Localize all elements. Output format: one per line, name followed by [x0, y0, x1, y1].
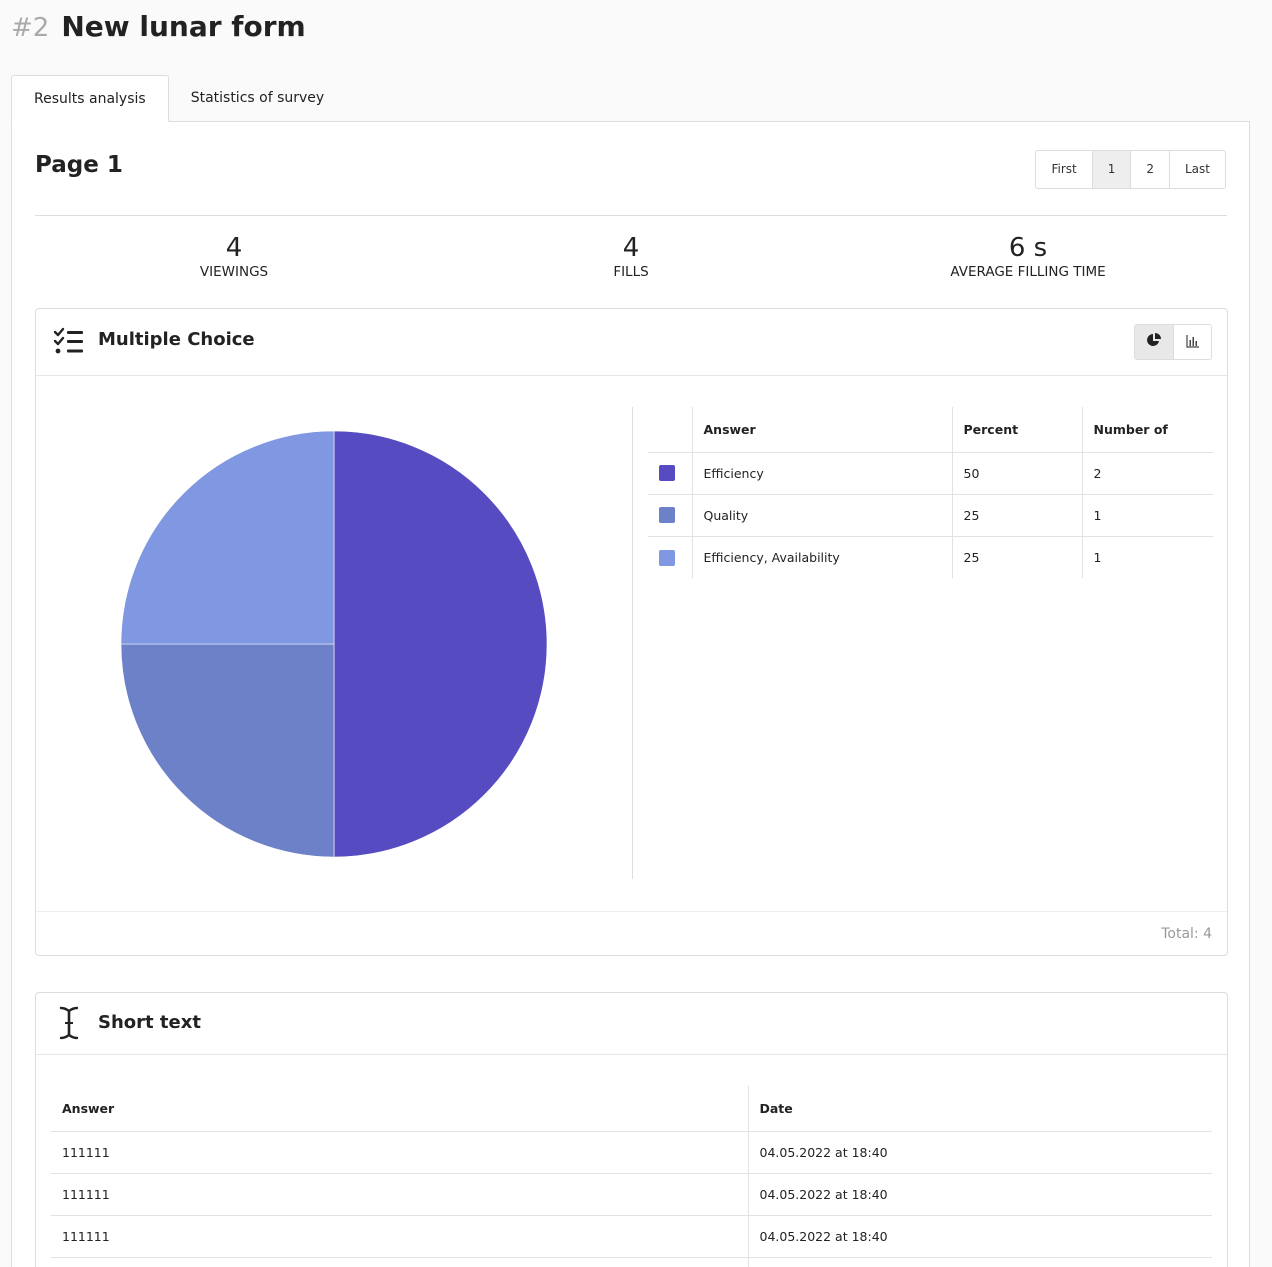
- table-row: Quality 25 1: [648, 493, 1213, 536]
- tab-results-analysis[interactable]: Results analysis: [11, 75, 169, 122]
- answer-cell: Quality: [691, 493, 952, 536]
- count-cell: 1: [1081, 535, 1213, 578]
- card-header: Short text: [36, 993, 1227, 1055]
- date-cell: 04.05.2022 at 18:40: [747, 1256, 1212, 1267]
- stat-average-filling-time: 6 s AVERAGE FILLING TIME: [878, 232, 1178, 280]
- answer-cell: Efficiency: [691, 451, 952, 494]
- table-header-row: Answer Date: [51, 1086, 1212, 1131]
- tab-statistics-of-survey[interactable]: Statistics of survey: [190, 90, 325, 106]
- column-header-percent: Percent: [951, 407, 1082, 452]
- page-title: Page 1: [35, 152, 123, 178]
- percent-cell: 25: [951, 493, 1082, 536]
- stat-viewings: 4 VIEWINGS: [84, 232, 384, 280]
- pie-chart-svg: [120, 430, 548, 858]
- stat-label: FILLS: [613, 264, 649, 280]
- table-header-row: Answer Percent Number of: [648, 407, 1213, 452]
- form-title: New lunar form: [61, 10, 306, 43]
- card-title: Short text: [98, 1012, 201, 1033]
- answer-cell: 111111: [51, 1172, 748, 1215]
- pie-chart: [36, 376, 633, 879]
- column-header-answer: Answer: [62, 1100, 115, 1116]
- answer-cell: 111111: [51, 1256, 748, 1267]
- color-swatch-cell: [648, 451, 692, 494]
- tab-bar: Results analysis Statistics of survey: [11, 75, 346, 122]
- answer-cell: 111111: [51, 1130, 748, 1173]
- answer-cell: Efficiency, Availability: [691, 535, 952, 578]
- card-title: Multiple Choice: [98, 329, 255, 350]
- divider: [35, 215, 1227, 216]
- color-swatch-cell: [648, 493, 692, 536]
- table-row: Efficiency, Availability 25 1: [648, 535, 1213, 578]
- pagination-last[interactable]: Last: [1169, 151, 1225, 188]
- text-cursor-icon: [53, 1006, 85, 1040]
- stat-fills: 4 FILLS: [481, 232, 781, 280]
- pagination-page-2[interactable]: 2: [1130, 151, 1169, 188]
- column-header-answer: Answer: [691, 407, 952, 452]
- pagination-page-1[interactable]: 1: [1091, 151, 1131, 188]
- short-text-table: Answer Date 111111 04.05.2022 at 18:40 111…: [51, 1086, 1212, 1267]
- short-text-card: Short text Answer Date 111111 04.05.2022 …: [35, 992, 1228, 1267]
- bar-chart-icon: [1185, 333, 1200, 352]
- stat-value: 4: [225, 233, 243, 263]
- pie-slice-efficiency[interactable]: [333, 430, 548, 858]
- swatch-header: [648, 407, 692, 452]
- count-cell: 1: [1081, 493, 1213, 536]
- date-cell: 04.05.2022 at 18:40: [747, 1172, 1212, 1215]
- card-footer-total: Total: 4: [36, 911, 1227, 955]
- tab-content: Page 1 First 1 2 Last 4 VIEWINGS 4 FILLS…: [11, 121, 1250, 1267]
- stat-value: 6 s: [1008, 233, 1048, 263]
- answer-cell: 111111: [51, 1214, 748, 1257]
- answers-table: Answer Percent Number of Efficiency 50 2 Qu…: [648, 407, 1213, 578]
- stat-value: 4: [622, 233, 640, 263]
- pie-slice-quality[interactable]: [120, 643, 335, 858]
- stat-label: VIEWINGS: [199, 264, 269, 280]
- form-number: #2: [11, 13, 50, 43]
- column-header-date: Date: [747, 1086, 1212, 1131]
- vertical-divider: [632, 407, 633, 879]
- percent-cell: 50: [951, 451, 1082, 494]
- stat-label: AVERAGE FILLING TIME: [950, 264, 1106, 280]
- list-checks-icon: [53, 325, 85, 357]
- stats-summary: 4 VIEWINGS 4 FILLS 6 s AVERAGE FILLING T…: [35, 232, 1227, 292]
- pie-chart-button[interactable]: [1135, 325, 1173, 359]
- color-swatch: [659, 507, 675, 524]
- chart-type-toggle: [1134, 324, 1212, 360]
- pagination-first[interactable]: First: [1051, 162, 1077, 176]
- color-swatch: [659, 465, 675, 482]
- pie-chart-icon: [1146, 332, 1162, 352]
- table-row: Efficiency 50 2: [648, 451, 1213, 494]
- column-header-number-of: Number of: [1081, 407, 1213, 452]
- pie-slice-efficiency-availability[interactable]: [120, 430, 335, 645]
- percent-cell: 25: [951, 535, 1082, 578]
- date-cell: 04.05.2022 at 18:40: [747, 1130, 1212, 1173]
- color-swatch: [659, 549, 675, 566]
- date-cell: 04.05.2022 at 18:40: [747, 1214, 1212, 1257]
- page-header: #2 New lunar form: [11, 10, 306, 50]
- pagination: First 1 2 Last: [1035, 150, 1226, 189]
- card-header: Multiple Choice: [36, 309, 1227, 376]
- multiple-choice-card: Multiple Choice: [35, 308, 1228, 956]
- color-swatch-cell: [648, 535, 692, 578]
- count-cell: 2: [1081, 451, 1213, 494]
- bar-chart-button[interactable]: [1173, 325, 1211, 359]
